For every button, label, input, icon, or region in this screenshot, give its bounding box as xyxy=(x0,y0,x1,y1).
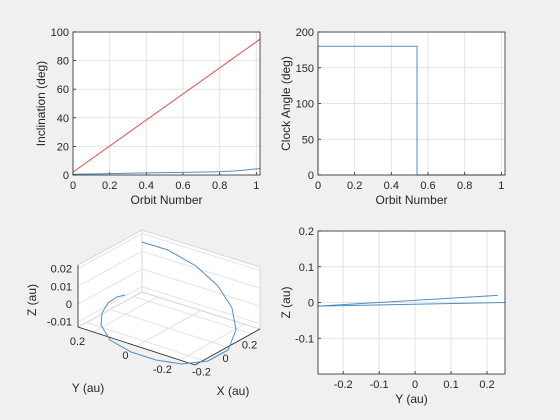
y-tick-label: 0.2 xyxy=(299,226,314,238)
orbit-path xyxy=(100,241,237,365)
y-grid-line xyxy=(179,323,245,361)
x-tick-label: 0.2 xyxy=(242,340,257,352)
series-line xyxy=(72,38,261,173)
x-tick-label: 0 xyxy=(70,180,76,192)
y-tick-label: -0.1 xyxy=(295,333,314,345)
y-tick-label: 80 xyxy=(57,56,69,68)
x-tick-label: 1 xyxy=(253,180,259,192)
y-tick-label: 200 xyxy=(296,27,314,39)
z-axis-label: Z (au) xyxy=(25,284,39,316)
series-line xyxy=(72,168,261,175)
axes-box xyxy=(72,31,261,176)
y-tick-label: 50 xyxy=(302,134,314,146)
clock-angle-plot: 0 0.2 0.4 0.6 0.8 1 0 50 100 150 200 Orbit Number Cl… xyxy=(279,27,506,207)
y-axis-label: Inclination (deg) xyxy=(34,61,48,146)
z-grid-line xyxy=(77,233,261,272)
y-tick-label: 60 xyxy=(57,84,69,96)
xy-axis-lines xyxy=(77,326,261,366)
y-axis-label: Y (au) xyxy=(72,381,104,395)
y-tick-label: 0 xyxy=(308,298,314,310)
series-line xyxy=(317,302,506,307)
inclination-plot: 0 0.2 0.4 0.6 0.8 1 0 20 40 60 80 100 Orbit Number In… xyxy=(34,27,261,207)
y-tick-label: 150 xyxy=(296,63,314,75)
z-tick-label: 0.01 xyxy=(51,281,72,293)
x-tick-label: 0 xyxy=(315,180,321,192)
x-tick-label: -0.1 xyxy=(370,379,389,391)
z-grid-line xyxy=(77,286,261,325)
y-tick-label: 0 xyxy=(122,350,128,362)
y-grid-line xyxy=(136,310,202,347)
z-tick-label: -0.01 xyxy=(47,317,72,329)
y-tick-label: 0.2 xyxy=(70,336,85,348)
y-axis-label: Z (au) xyxy=(279,286,293,318)
x-tick-label: -0.2 xyxy=(334,379,353,391)
x-axis-label: Orbit Number xyxy=(130,193,202,207)
z-grid-line xyxy=(77,250,261,289)
y-tick-label: 0 xyxy=(308,170,314,182)
z-grid-line xyxy=(77,268,261,307)
series-line xyxy=(317,294,498,307)
y-tick-label: 40 xyxy=(57,113,69,125)
x-tick-label: 0.2 xyxy=(347,180,362,192)
y-grid-line xyxy=(92,296,158,333)
y-tick-label: 20 xyxy=(57,141,69,153)
x-tick-label: 0.8 xyxy=(212,180,227,192)
x-axis-label: Orbit Number xyxy=(375,193,447,207)
y-tick-label: 0 xyxy=(63,170,69,182)
x-tick-label: 0.1 xyxy=(443,379,458,391)
y-tick-label: 0.1 xyxy=(299,262,314,274)
x-tick-label: 1 xyxy=(498,180,504,192)
orbit-3d-plot: -0.01 0 0.01 0.02 -0.2 0 0.2 -0.2 0 0.2 Z (au) Y (a… xyxy=(25,229,262,398)
x-tick-label: 0.4 xyxy=(139,180,154,192)
x-tick-label: 0.6 xyxy=(420,180,435,192)
x-tick-label: 0 xyxy=(222,353,228,365)
x-tick-label: -0.2 xyxy=(192,366,211,378)
x-tick-label: 0 xyxy=(412,379,418,391)
y-tick-label: 100 xyxy=(51,27,69,39)
x-axis-label: Y (au) xyxy=(395,392,427,406)
x-axis-label: X (au) xyxy=(217,384,250,398)
y-tick-label: -0.2 xyxy=(153,364,172,376)
x-tick-label: 0.4 xyxy=(384,180,399,192)
z-tick-label: 0 xyxy=(66,299,72,311)
plot-area xyxy=(73,32,260,175)
y-axis-label: Clock Angle (deg) xyxy=(279,56,293,151)
x-tick-label: 0.2 xyxy=(479,379,494,391)
axes-box xyxy=(317,230,506,375)
x-tick-label: 0.2 xyxy=(102,180,117,192)
x-tick-label: 0.8 xyxy=(457,180,472,192)
yz-projection-plot: -0.2 -0.1 0 0.1 0.2 -0.1 0 0.1 0.2 Y (au) Z (au) xyxy=(279,226,506,406)
axes-box xyxy=(317,31,506,176)
x-tick-label: 0.6 xyxy=(175,180,190,192)
y-tick-label: 100 xyxy=(296,99,314,111)
z-tick-label: 0.02 xyxy=(51,264,72,276)
